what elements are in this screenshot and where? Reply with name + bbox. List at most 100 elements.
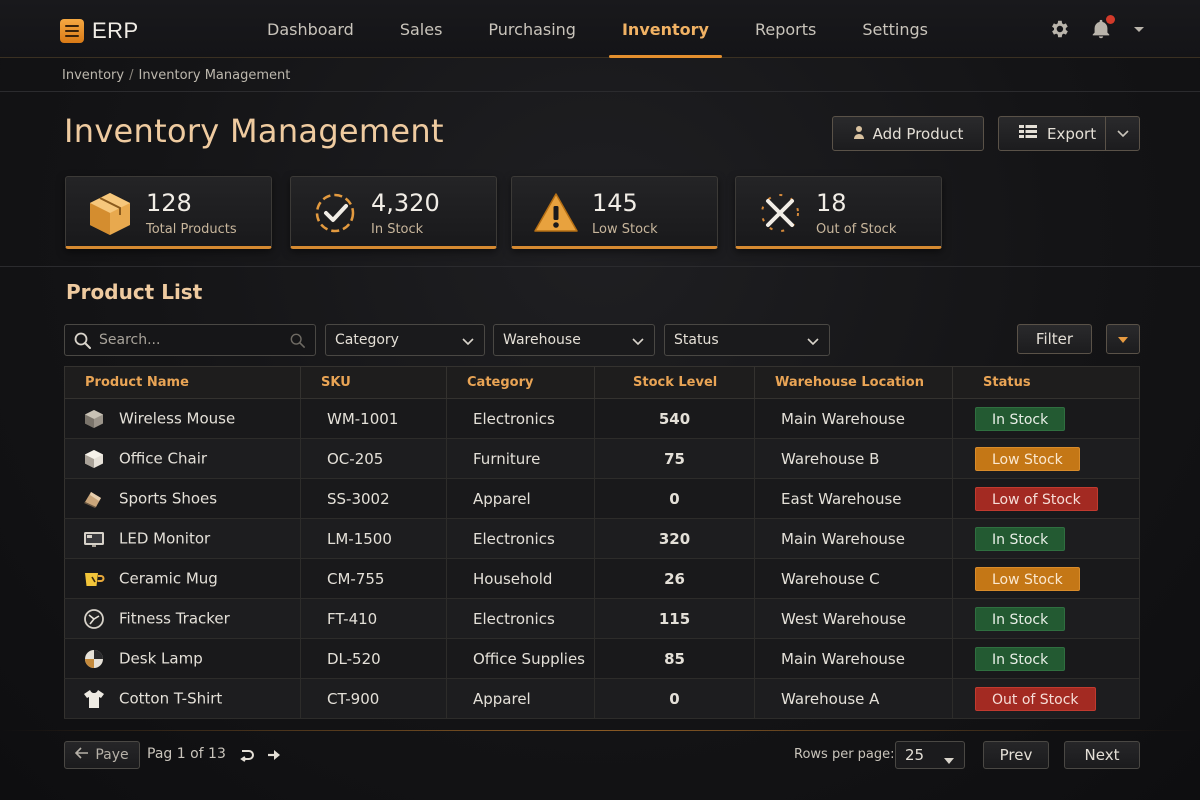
- status-badge: In Stock: [975, 526, 1066, 551]
- table-row[interactable]: LED Monitor LM-1500 Electronics 320 Main…: [64, 518, 1140, 559]
- category-cell: Electronics: [446, 398, 595, 439]
- warehouse-select-label: Warehouse: [503, 332, 581, 348]
- table-row[interactable]: Sports Shoes SS-3002 Apparel 0 East Ware…: [64, 478, 1140, 519]
- export-button[interactable]: Export: [998, 116, 1140, 151]
- table-row[interactable]: Fitness Tracker FT-410 Electronics 115 W…: [64, 598, 1140, 639]
- x-icon: [756, 189, 804, 237]
- location-cell: Warehouse C: [754, 558, 953, 599]
- status-select[interactable]: Status: [664, 324, 830, 356]
- stock-cell: 540: [594, 398, 755, 439]
- product-name: LED Monitor: [119, 529, 211, 547]
- stock-cell: 115: [594, 598, 755, 639]
- chevron-down-icon[interactable]: [1132, 18, 1146, 40]
- stock-cell: 320: [594, 518, 755, 559]
- mug-icon: [83, 568, 105, 590]
- next-button[interactable]: Next: [1064, 741, 1140, 769]
- rows-per-page-label: Rows per page:: [794, 747, 895, 762]
- nav-settings[interactable]: Settings: [862, 19, 928, 39]
- stat-label: Out of Stock: [816, 222, 897, 237]
- column-header-product-name[interactable]: Product Name: [64, 366, 301, 399]
- column-header-category[interactable]: Category: [446, 366, 595, 399]
- table-row[interactable]: Cotton T-Shirt CT-900 Apparel 0 Warehous…: [64, 678, 1140, 719]
- arrow-right-icon[interactable]: [265, 746, 283, 764]
- breadcrumb-current: Inventory Management: [138, 68, 291, 83]
- search-input[interactable]: [99, 325, 279, 355]
- category-cell: Electronics: [446, 518, 595, 559]
- stock-cell: 85: [594, 638, 755, 679]
- filter-options-button[interactable]: [1106, 324, 1140, 354]
- column-header-warehouse-location[interactable]: Warehouse Location: [754, 366, 953, 399]
- top-bar: ERP Dashboard Sales Purchasing Inventory…: [0, 0, 1200, 58]
- column-header-sku[interactable]: SKU: [300, 366, 447, 399]
- bell-icon[interactable]: [1090, 15, 1115, 40]
- breadcrumb-separator: /: [129, 68, 134, 83]
- location-cell: Warehouse B: [754, 438, 953, 479]
- status-badge: Low Stock: [975, 566, 1080, 591]
- stat-value: 4,320: [371, 189, 440, 217]
- table-header-row: Product Name SKU Category Stock Level Wa…: [64, 366, 1140, 399]
- table-row[interactable]: Desk Lamp DL-520 Office Supplies 85 Main…: [64, 638, 1140, 679]
- stat-label: Low Stock: [592, 222, 658, 237]
- previous-page-button[interactable]: Paye: [64, 741, 140, 769]
- stat-value: 18: [816, 189, 847, 217]
- divider: [0, 91, 1200, 92]
- product-name: Desk Lamp: [119, 649, 203, 667]
- search-icon: [74, 332, 91, 353]
- nav-dashboard[interactable]: Dashboard: [267, 19, 354, 39]
- table-row[interactable]: Office Chair OC-205 Furniture 75 Warehou…: [64, 438, 1140, 479]
- filter-label: Filter: [1035, 330, 1074, 348]
- cube-icon: [83, 448, 105, 470]
- watch-icon: [83, 608, 105, 630]
- caret-down-icon: [1117, 330, 1129, 348]
- product-name: Fitness Tracker: [119, 609, 230, 627]
- sku-cell: FT-410: [300, 598, 447, 639]
- chevron-down-icon: [632, 335, 644, 351]
- arrow-left-icon: [75, 747, 89, 763]
- chevron-down-icon[interactable]: [1105, 117, 1139, 150]
- status-badge: In Stock: [975, 606, 1066, 631]
- nav-reports[interactable]: Reports: [754, 19, 817, 39]
- breadcrumb-root[interactable]: Inventory: [62, 68, 125, 83]
- nav-purchasing[interactable]: Purchasing: [488, 19, 576, 39]
- location-cell: Warehouse A: [754, 678, 953, 719]
- stock-cell: 0: [594, 678, 755, 719]
- stat-value: 128: [146, 189, 192, 217]
- category-cell: Apparel: [446, 678, 595, 719]
- filter-button[interactable]: Filter: [1017, 324, 1092, 354]
- monitor-icon: [83, 528, 105, 550]
- box-icon: [83, 408, 105, 430]
- status-badge: Out of Stock: [975, 686, 1096, 711]
- nav-inventory[interactable]: Inventory: [599, 0, 732, 58]
- stat-card-total-products[interactable]: 128 Total Products: [65, 176, 272, 249]
- table-row[interactable]: Wireless Mouse WM-1001 Electronics 540 M…: [64, 398, 1140, 439]
- column-header-status[interactable]: Status: [952, 366, 1140, 399]
- stat-card-in-stock[interactable]: 4,320 In Stock: [290, 176, 497, 249]
- lamp-icon: [83, 648, 105, 670]
- prev-button[interactable]: Prev: [983, 741, 1049, 769]
- gear-icon[interactable]: [1048, 18, 1070, 40]
- export-label: Export: [1047, 124, 1097, 143]
- app-logo[interactable]: ERP: [60, 18, 139, 44]
- column-header-stock-level[interactable]: Stock Level: [594, 366, 755, 399]
- stat-card-out-of-stock[interactable]: 18 Out of Stock: [735, 176, 942, 249]
- nav-sales[interactable]: Sales: [399, 19, 443, 39]
- search-icon[interactable]: [290, 333, 305, 352]
- redo-icon[interactable]: [238, 746, 256, 764]
- stat-label: In Stock: [371, 222, 424, 237]
- product-name: Wireless Mouse: [119, 409, 236, 427]
- table-row[interactable]: Ceramic Mug CM-755 Household 26 Warehous…: [64, 558, 1140, 599]
- stat-card-low-stock[interactable]: 145 Low Stock: [511, 176, 718, 249]
- sku-cell: SS-3002: [300, 478, 447, 519]
- warehouse-select[interactable]: Warehouse: [493, 324, 655, 356]
- main-nav: Dashboard Sales Purchasing Inventory Rep…: [244, 0, 951, 58]
- location-cell: Main Warehouse: [754, 398, 953, 439]
- user-icon: [853, 125, 865, 143]
- box-icon: [86, 189, 134, 237]
- rows-per-page-select[interactable]: 25: [895, 741, 965, 769]
- category-select[interactable]: Category: [325, 324, 485, 356]
- location-cell: West Warehouse: [754, 598, 953, 639]
- add-product-label: Add Product: [872, 124, 964, 143]
- status-badge: In Stock: [975, 406, 1066, 431]
- table-icon: [1019, 124, 1037, 143]
- add-product-button[interactable]: Add Product: [832, 116, 984, 151]
